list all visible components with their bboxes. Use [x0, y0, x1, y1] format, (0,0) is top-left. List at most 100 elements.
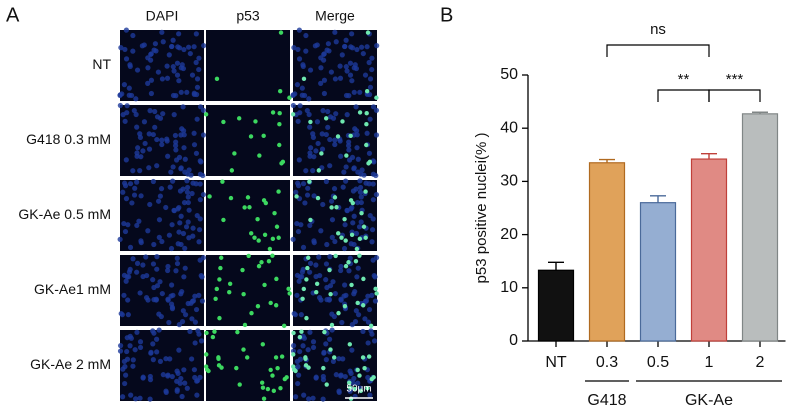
nucleus	[140, 262, 146, 268]
p53-signal	[340, 119, 345, 124]
nucleus	[303, 48, 309, 54]
p53-signal	[366, 161, 371, 166]
nucleus	[323, 277, 329, 283]
nucleus	[359, 167, 365, 173]
nucleus	[310, 134, 317, 141]
nucleus	[123, 372, 129, 378]
row-label: G418 0.3 mM	[26, 131, 111, 147]
nucleus	[117, 348, 124, 354]
nucleus	[327, 336, 333, 342]
nucleus	[117, 236, 123, 242]
p53-signal	[366, 354, 372, 359]
nucleus	[323, 261, 330, 267]
nucleus	[179, 393, 185, 400]
nucleus	[137, 134, 144, 141]
nucleus	[332, 141, 338, 148]
nucleus	[307, 329, 313, 335]
nucleus	[134, 329, 140, 335]
nucleus	[156, 217, 163, 223]
significance-bracket	[657, 89, 710, 102]
nucleus	[295, 46, 301, 53]
nucleus	[154, 254, 160, 260]
p53-signal	[358, 388, 364, 394]
nucleus	[369, 55, 375, 61]
nucleus	[154, 266, 160, 272]
p53-signal	[315, 195, 321, 201]
p53-signal	[268, 367, 273, 373]
nucleus	[133, 396, 139, 402]
p53-signal	[241, 347, 246, 352]
nucleus	[165, 263, 171, 270]
nucleus	[341, 245, 348, 252]
p53-signal	[244, 355, 250, 360]
nucleus	[307, 67, 314, 73]
nucleus	[337, 75, 344, 81]
nucleus	[182, 312, 189, 318]
nucleus	[145, 228, 151, 234]
p53-signal	[274, 276, 279, 282]
nucleus	[291, 45, 297, 51]
nucleus	[196, 239, 202, 245]
nucleus	[152, 124, 158, 130]
nucleus	[307, 222, 313, 229]
nucleus	[290, 343, 297, 349]
nucleus	[156, 234, 162, 240]
nucleus	[193, 150, 200, 156]
p53-signal	[273, 303, 279, 308]
nucleus	[295, 183, 302, 189]
nucleus	[337, 63, 343, 69]
p53-signal	[346, 380, 352, 385]
nucleus	[336, 356, 342, 362]
nucleus	[191, 142, 198, 148]
nucleus	[147, 201, 153, 208]
p53-signal	[270, 236, 276, 242]
p53-signal	[359, 210, 364, 216]
row-label: GK-Ae1 mM	[34, 281, 111, 297]
nucleus	[157, 358, 164, 364]
nucleus	[313, 262, 319, 268]
nucleus	[159, 141, 165, 148]
p53-signal	[355, 367, 360, 373]
p53-signal	[204, 330, 209, 336]
nucleus	[317, 272, 323, 279]
nucleus	[159, 29, 165, 35]
nucleus	[349, 154, 356, 161]
nucleus	[146, 165, 152, 171]
nucleus	[292, 91, 298, 97]
nucleus	[294, 292, 300, 298]
nucleus	[148, 90, 155, 97]
nucleus	[178, 89, 184, 95]
nucleus	[117, 343, 124, 349]
nucleus	[320, 108, 326, 114]
nucleus	[197, 181, 203, 187]
nucleus	[187, 328, 193, 335]
nucleus	[351, 213, 357, 219]
nucleus	[349, 78, 355, 84]
p53-signal	[354, 246, 360, 252]
p53-signal	[270, 110, 276, 115]
p53-signal	[203, 112, 209, 117]
p53-signal	[217, 315, 222, 321]
p53-signal	[255, 216, 260, 222]
nucleus	[144, 272, 150, 279]
nucleus	[156, 311, 162, 317]
nucleus	[174, 260, 181, 267]
nucleus	[298, 222, 304, 228]
nucleus	[181, 46, 187, 53]
nucleus	[160, 39, 166, 45]
p53-signal	[324, 382, 329, 387]
p53-signal	[227, 289, 232, 295]
panel-label: B	[440, 4, 453, 26]
nucleus	[196, 66, 202, 73]
nucleus	[177, 220, 183, 226]
error-bar	[752, 111, 768, 114]
p53-signal	[374, 95, 379, 100]
nucleus	[354, 145, 360, 151]
nucleus	[168, 245, 175, 252]
nucleus	[124, 110, 130, 116]
nucleus	[370, 181, 376, 187]
p53-signal	[270, 373, 275, 378]
nucleus	[189, 72, 196, 78]
nucleus	[310, 344, 317, 351]
p53-signal	[363, 235, 368, 240]
